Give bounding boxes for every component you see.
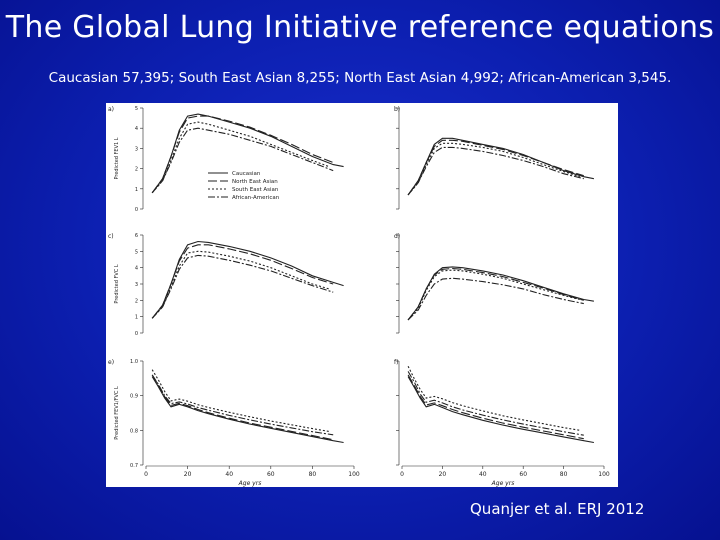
x-axis-label: Age yrs: [238, 480, 262, 487]
series-line-2: [407, 139, 584, 196]
y-tick-label: 0: [135, 207, 138, 213]
y-tick-label: 1: [135, 187, 138, 193]
series-line-3: [407, 269, 580, 321]
legend-entry: Caucasian: [232, 171, 261, 177]
series-line-4: [151, 254, 334, 319]
x-tick-label: 100: [348, 471, 360, 478]
y-tick-label: 3: [135, 146, 138, 152]
panel-label: d): [394, 233, 400, 240]
y-axis-label: Predicted FEV1/FVC L: [114, 386, 120, 440]
x-tick-label: 0: [144, 471, 148, 478]
series-line-2: [151, 374, 334, 441]
figure-panel-grid: a) 0 1 2 3 4 5 Predicted FEV1 L Caucasian North E…: [106, 103, 618, 487]
series-line-4: [407, 277, 584, 321]
series-line-3: [151, 121, 330, 194]
series-line-1: [151, 376, 344, 444]
slide-title: The Global Lung Initiative reference equ…: [5, 10, 715, 45]
series-line-4: [407, 146, 584, 196]
y-tick-label: 0.7: [130, 463, 138, 469]
series-line-2: [407, 267, 584, 321]
series-line-3: [407, 365, 580, 431]
panel-label: f): [394, 359, 398, 366]
series-line-4: [151, 374, 334, 436]
y-tick-label: 3: [135, 282, 138, 288]
y-axis-label: Predicted FEV1 L: [114, 137, 120, 179]
series-line-2: [151, 244, 334, 319]
y-axis-label: Predicted FVC L: [114, 264, 120, 303]
x-tick-label: 80: [309, 471, 317, 478]
y-tick-label: 0.8: [130, 428, 138, 434]
x-tick-label: 20: [184, 471, 192, 478]
panel-label: b): [394, 106, 400, 113]
x-tick-label: 0: [400, 471, 404, 478]
y-tick-label: 4: [135, 266, 138, 272]
x-tick-label: 100: [598, 471, 610, 478]
series-line-3: [151, 369, 330, 432]
y-tick-label: 1.0: [130, 359, 138, 365]
y-tick-label: 0: [135, 331, 138, 337]
x-tick-label: 20: [439, 471, 447, 478]
series-line-1: [407, 376, 594, 444]
series-line-2: [151, 115, 334, 194]
y-tick-label: 2: [135, 167, 138, 173]
panel-label: e): [108, 359, 114, 366]
series-line-3: [407, 142, 580, 196]
figure-svg: a) 0 1 2 3 4 5 Predicted FEV1 L Caucasian North E…: [108, 106, 610, 487]
x-tick-label: 60: [267, 471, 275, 478]
y-tick-label: 6: [135, 233, 138, 239]
y-tick-label: 1: [135, 315, 138, 321]
y-tick-label: 5: [135, 249, 138, 255]
legend-entry: South East Asian: [232, 187, 279, 193]
y-tick-label: 0.9: [130, 394, 138, 400]
y-tick-label: 5: [135, 106, 138, 112]
x-tick-label: 40: [479, 471, 487, 478]
x-tick-label: 40: [225, 471, 233, 478]
series-line-2: [407, 374, 584, 440]
panel-label: c): [108, 233, 114, 240]
legend-entry: African-American: [232, 195, 280, 201]
y-tick-label: 2: [135, 298, 138, 304]
panel-label: a): [108, 106, 114, 113]
x-axis-label: Age yrs: [491, 480, 515, 487]
citation: Quanjer et al. ERJ 2012: [470, 500, 645, 518]
y-tick-label: 4: [135, 126, 138, 132]
series-line-4: [151, 127, 334, 194]
x-tick-label: 60: [519, 471, 527, 478]
x-tick-label: 80: [560, 471, 568, 478]
slide-subtitle: Caucasian 57,395; South East Asian 8,255…: [48, 70, 672, 86]
series-line-3: [151, 250, 330, 319]
legend-entry: North East Asian: [232, 179, 278, 185]
series-line-4: [407, 371, 584, 436]
